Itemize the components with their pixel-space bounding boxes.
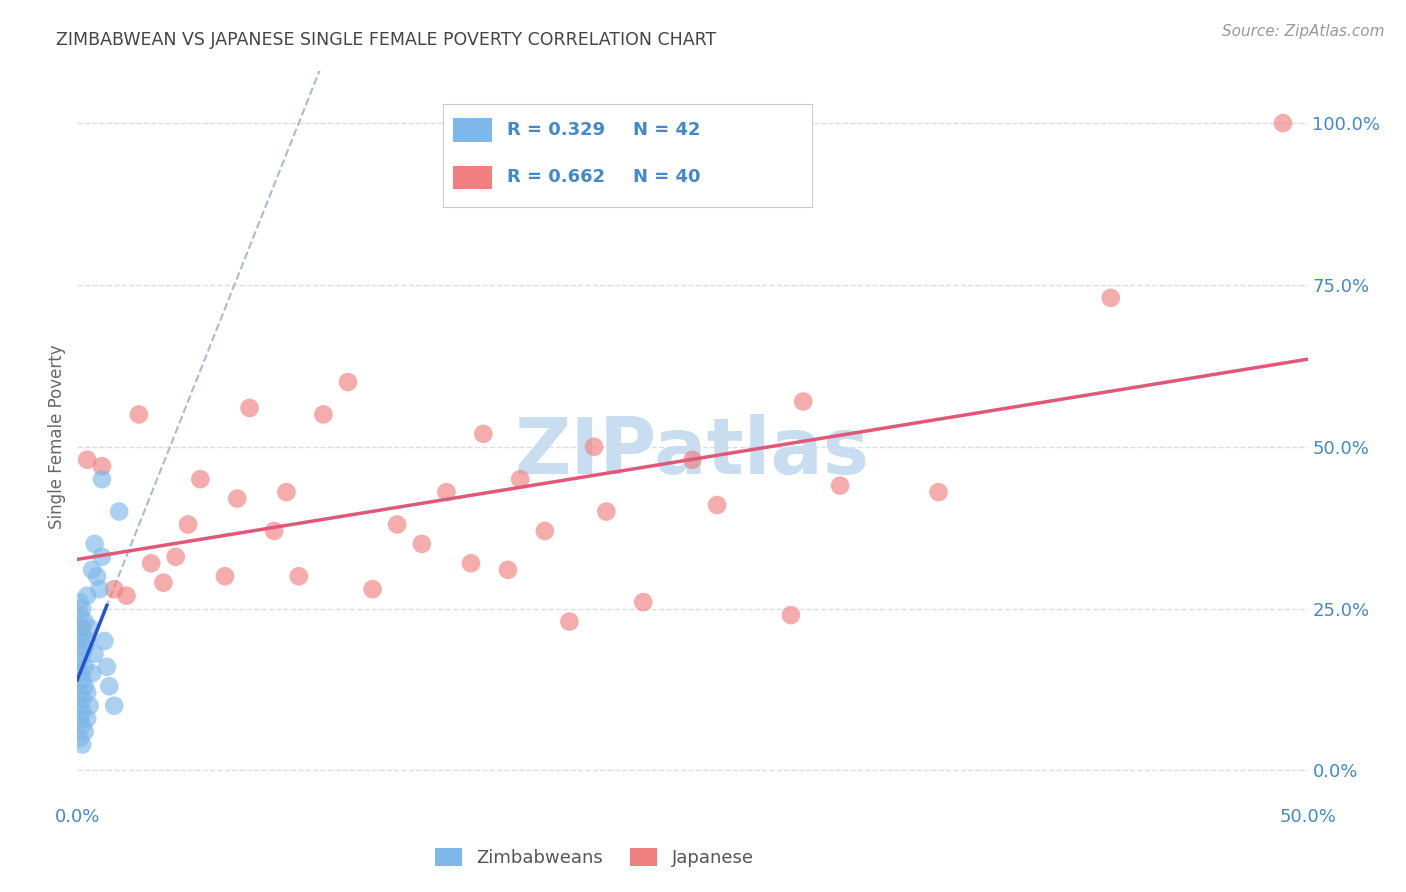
- Point: [460, 557, 482, 571]
- Point: [792, 394, 814, 409]
- Point: [214, 569, 236, 583]
- Point: [79, 621, 101, 635]
- Point: [1272, 116, 1295, 130]
- Point: [76, 712, 98, 726]
- Point: [115, 589, 138, 603]
- Point: [103, 698, 125, 713]
- Text: R = 0.662: R = 0.662: [506, 169, 605, 186]
- Point: [69, 712, 91, 726]
- Point: [73, 640, 96, 655]
- Point: [595, 504, 617, 518]
- Point: [69, 608, 91, 623]
- Point: [558, 615, 581, 629]
- FancyBboxPatch shape: [453, 166, 492, 189]
- Point: [70, 718, 93, 732]
- Point: [76, 589, 98, 603]
- Point: [70, 627, 93, 641]
- Point: [128, 408, 150, 422]
- Point: [76, 686, 98, 700]
- Point: [93, 634, 115, 648]
- Point: [780, 608, 803, 623]
- Point: [682, 452, 704, 467]
- Point: [436, 485, 458, 500]
- Point: [70, 647, 93, 661]
- Point: [69, 653, 91, 667]
- Point: [928, 485, 950, 500]
- Point: [70, 621, 93, 635]
- Point: [69, 621, 91, 635]
- Point: [90, 472, 114, 486]
- Point: [90, 459, 114, 474]
- Point: [706, 498, 728, 512]
- Point: [496, 563, 519, 577]
- Text: R = 0.329: R = 0.329: [506, 121, 605, 139]
- Point: [73, 660, 96, 674]
- Point: [69, 731, 91, 745]
- Point: [411, 537, 433, 551]
- Point: [69, 634, 91, 648]
- Point: [633, 595, 655, 609]
- Point: [70, 692, 93, 706]
- Point: [83, 647, 105, 661]
- Point: [509, 472, 531, 486]
- Point: [103, 582, 125, 597]
- Text: ZIPatlas: ZIPatlas: [515, 414, 870, 490]
- Point: [70, 601, 93, 615]
- Point: [188, 472, 212, 486]
- Point: [152, 575, 174, 590]
- Point: [73, 724, 96, 739]
- Point: [69, 686, 91, 700]
- Y-axis label: Single Female Poverty: Single Female Poverty: [48, 345, 66, 529]
- Point: [288, 569, 311, 583]
- Legend: Zimbabweans, Japanese: Zimbabweans, Japanese: [427, 840, 761, 874]
- Point: [76, 452, 98, 467]
- Point: [69, 666, 91, 681]
- Point: [361, 582, 384, 597]
- FancyBboxPatch shape: [453, 118, 492, 142]
- Point: [82, 563, 104, 577]
- Point: [73, 615, 96, 629]
- Point: [70, 673, 93, 687]
- Point: [83, 537, 105, 551]
- Point: [69, 698, 91, 713]
- Point: [263, 524, 285, 538]
- Point: [69, 595, 91, 609]
- Text: N = 42: N = 42: [634, 121, 702, 139]
- Point: [108, 504, 131, 518]
- Point: [90, 549, 114, 564]
- Point: [82, 666, 104, 681]
- Point: [70, 738, 93, 752]
- Point: [70, 705, 93, 719]
- Point: [98, 679, 121, 693]
- Point: [312, 408, 335, 422]
- Point: [86, 569, 108, 583]
- Point: [76, 634, 98, 648]
- Point: [226, 491, 249, 506]
- FancyBboxPatch shape: [443, 104, 811, 207]
- Point: [472, 426, 495, 441]
- Point: [177, 517, 200, 532]
- Point: [79, 698, 101, 713]
- Point: [534, 524, 557, 538]
- Point: [89, 582, 111, 597]
- Point: [239, 401, 262, 415]
- Point: [1099, 291, 1122, 305]
- Point: [276, 485, 298, 500]
- Point: [830, 478, 852, 492]
- Point: [583, 440, 606, 454]
- Point: [385, 517, 409, 532]
- Text: N = 40: N = 40: [634, 169, 702, 186]
- Point: [165, 549, 187, 564]
- Point: [141, 557, 163, 571]
- Point: [96, 660, 118, 674]
- Text: ZIMBABWEAN VS JAPANESE SINGLE FEMALE POVERTY CORRELATION CHART: ZIMBABWEAN VS JAPANESE SINGLE FEMALE POV…: [56, 31, 717, 49]
- Point: [337, 375, 360, 389]
- Text: Source: ZipAtlas.com: Source: ZipAtlas.com: [1222, 24, 1385, 39]
- Point: [73, 679, 96, 693]
